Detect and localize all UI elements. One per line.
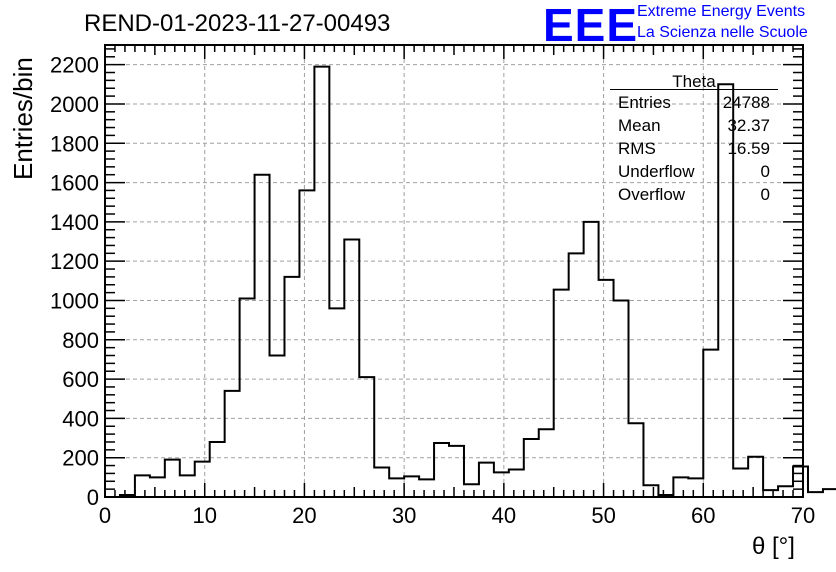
stats-row-entries: Entries 24788 xyxy=(618,93,770,115)
y-tick-label: 600 xyxy=(62,367,99,392)
stats-title: Theta xyxy=(672,72,716,91)
stats-row-rms: RMS 16.59 xyxy=(618,139,770,161)
stats-key: Underflow xyxy=(618,162,695,181)
x-tick-label: 70 xyxy=(791,503,815,528)
y-tick-label: 1200 xyxy=(50,249,99,274)
x-tick-label: 10 xyxy=(192,503,216,528)
stats-value: 0 xyxy=(760,185,770,204)
stats-key: Entries xyxy=(618,93,671,112)
y-tick-label: 400 xyxy=(62,406,99,431)
x-tick-label: 20 xyxy=(292,503,316,528)
histogram-outline xyxy=(118,65,836,497)
stats-value: 16.59 xyxy=(727,139,770,158)
y-tick-label: 0 xyxy=(87,485,99,510)
y-tick-label: 800 xyxy=(62,328,99,353)
x-axis: 0 10 20 30 40 50 60 70 xyxy=(99,45,815,528)
stats-row-overflow: Overflow 0 xyxy=(618,185,770,207)
y-tick-label: 1000 xyxy=(50,288,99,313)
stats-value: 32.37 xyxy=(727,116,770,135)
y-tick-label: 1800 xyxy=(50,131,99,156)
stats-key: Overflow xyxy=(618,185,686,204)
stats-row-underflow: Underflow 0 xyxy=(618,162,770,184)
stats-divider xyxy=(610,89,778,90)
stats-key: RMS xyxy=(618,139,656,158)
y-tick-label: 2000 xyxy=(50,92,99,117)
y-tick-label: 1400 xyxy=(50,210,99,235)
y-axis: 0 200 400 600 800 1000 1200 1400 1600 1800 2000 220… xyxy=(50,48,803,510)
logo-subtitle-line1: Extreme Energy Events xyxy=(637,3,806,20)
x-tick-label: 30 xyxy=(392,503,416,528)
x-axis-label: θ [°] xyxy=(752,533,795,560)
x-tick-label: 60 xyxy=(691,503,715,528)
chart-title: REND-01-2023-11-27-00493 xyxy=(84,10,391,37)
logo-subtitle-line2: La Scienza nelle Scuole xyxy=(637,24,808,41)
stats-row-mean: Mean 32.37 xyxy=(618,116,770,138)
x-tick-label: 40 xyxy=(492,503,516,528)
stats-value: 0 xyxy=(760,162,770,181)
y-tick-label: 2200 xyxy=(50,53,99,78)
grid-lines xyxy=(105,45,803,497)
stats-key: Mean xyxy=(618,116,661,135)
stats-value: 24788 xyxy=(722,93,770,112)
y-tick-label: 200 xyxy=(62,446,99,471)
y-axis-label: Entries/bin xyxy=(8,57,38,180)
eee-logo: EEE xyxy=(543,0,639,51)
x-tick-label: 0 xyxy=(99,503,111,528)
x-tick-label: 50 xyxy=(591,503,615,528)
y-tick-label: 1600 xyxy=(50,171,99,196)
